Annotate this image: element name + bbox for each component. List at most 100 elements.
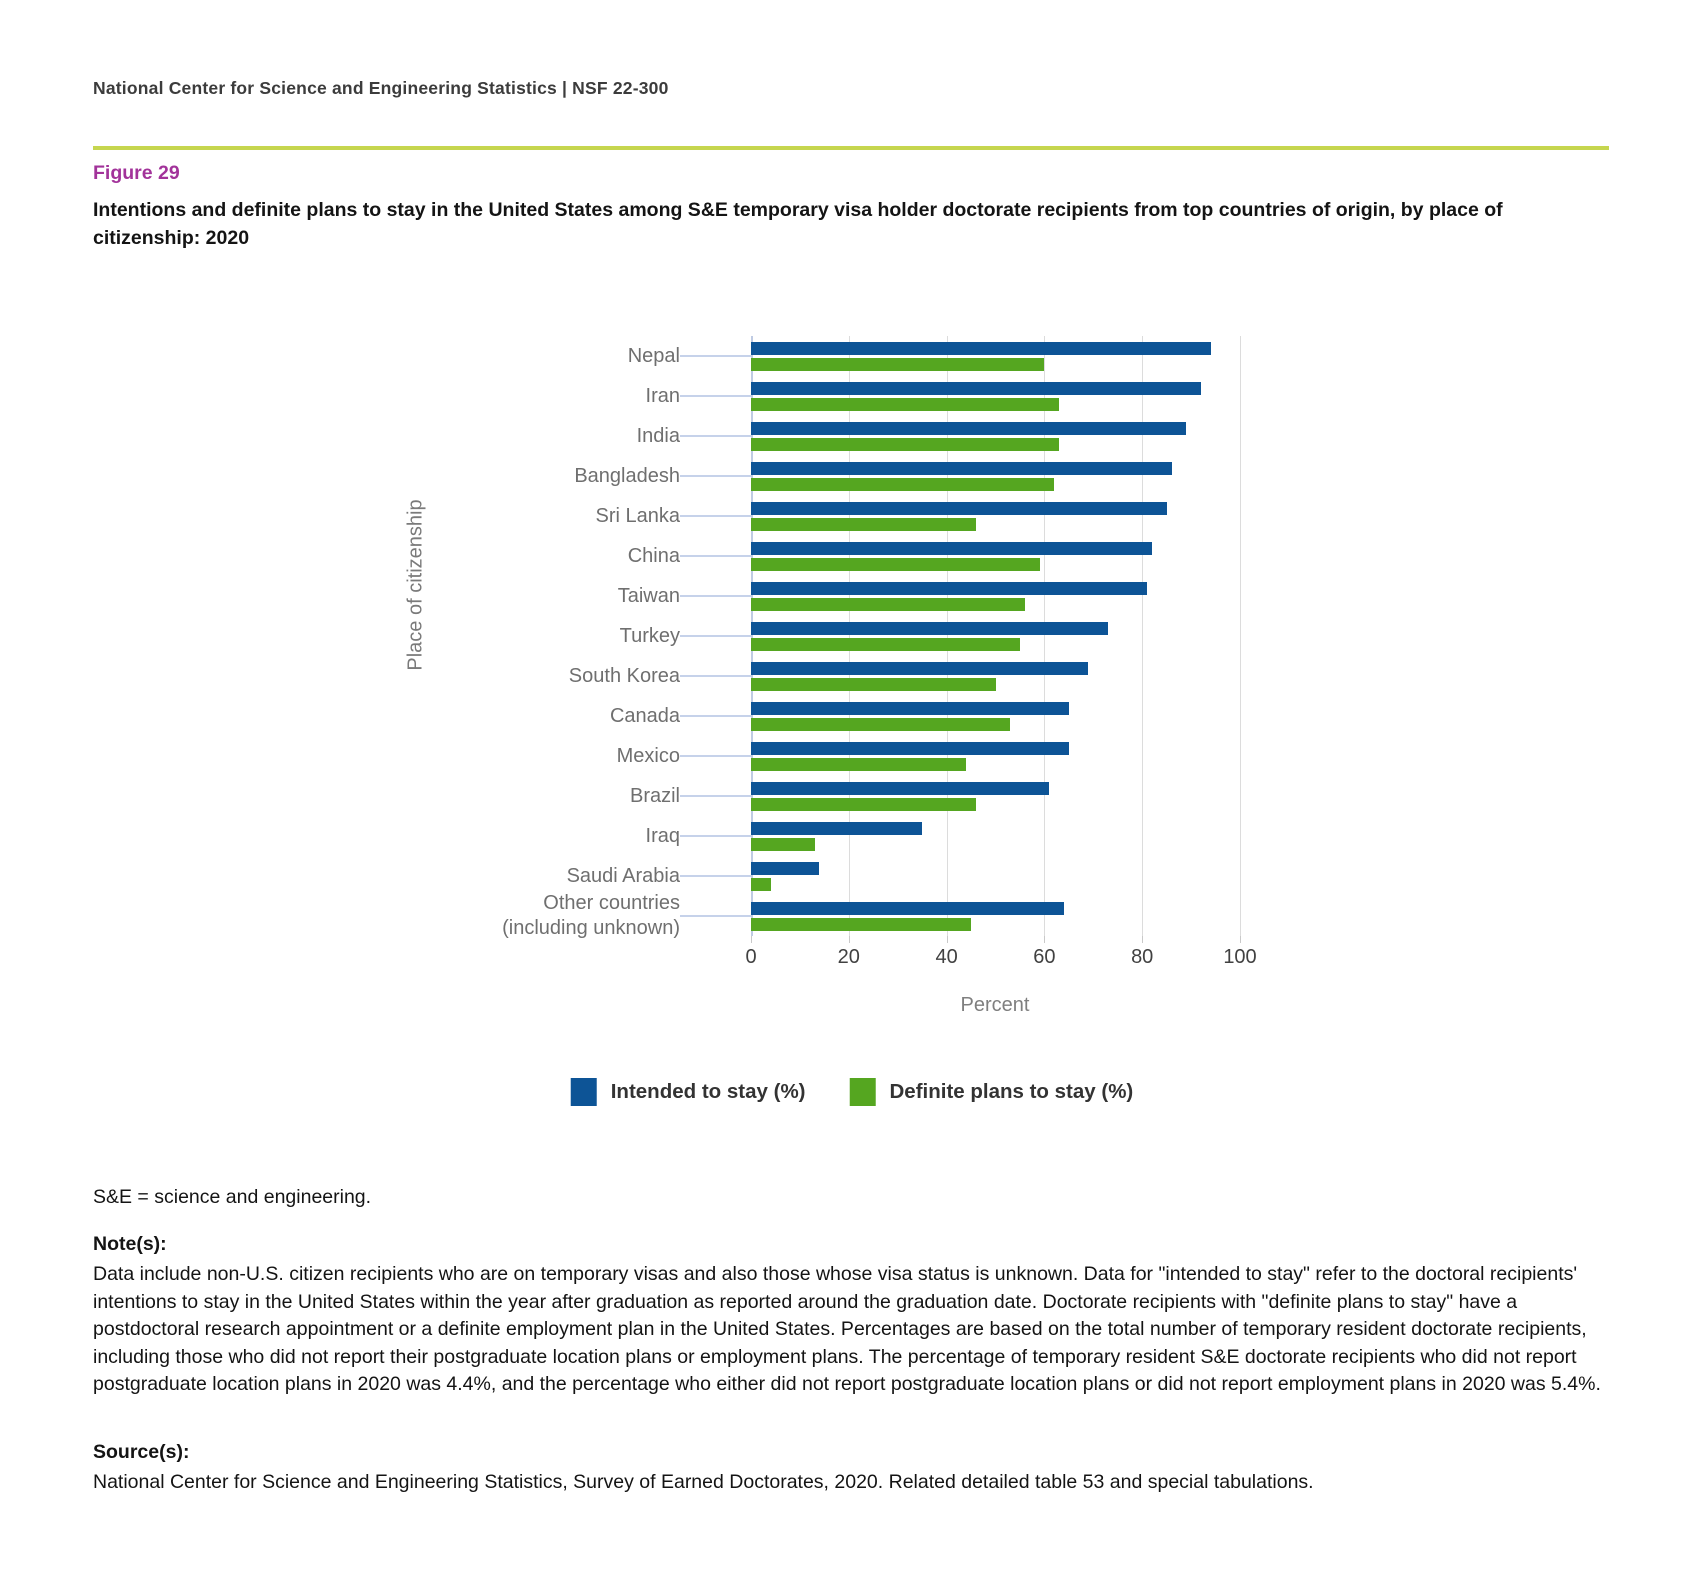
document-header: National Center for Science and Engineer… bbox=[93, 78, 669, 98]
category-tick-connector bbox=[680, 435, 751, 437]
bar-intended bbox=[751, 741, 1069, 755]
bar-group bbox=[751, 741, 1340, 771]
bar-definite bbox=[751, 677, 996, 691]
bar-definite bbox=[751, 877, 771, 891]
category-tick-connector bbox=[680, 475, 751, 477]
category-tick-connector bbox=[680, 355, 751, 357]
category-tick-connector bbox=[680, 715, 751, 717]
category-label: Brazil bbox=[629, 784, 680, 807]
bar-intended bbox=[751, 501, 1167, 515]
bar-intended bbox=[751, 661, 1089, 675]
bar-intended bbox=[751, 861, 820, 875]
sources-text: National Center for Science and Engineer… bbox=[93, 1471, 1314, 1493]
chart-row: Bangladesh bbox=[330, 456, 1340, 496]
category-label: Saudi Arabia bbox=[566, 864, 680, 887]
chart-row: China bbox=[330, 536, 1340, 576]
bar-group bbox=[751, 701, 1340, 731]
bar-group bbox=[751, 421, 1340, 451]
gridline bbox=[1044, 336, 1046, 936]
bar-definite bbox=[751, 637, 1020, 651]
gridline bbox=[1142, 336, 1144, 936]
bar-group bbox=[751, 781, 1340, 811]
bar-intended bbox=[751, 621, 1108, 635]
x-tick-label: 80 bbox=[1131, 946, 1154, 968]
bar-definite bbox=[751, 837, 815, 851]
category-tick-connector bbox=[680, 635, 751, 637]
bar-group bbox=[751, 621, 1340, 651]
category-tick-connector bbox=[680, 875, 751, 877]
bar-intended bbox=[751, 381, 1201, 395]
category-label: Iran bbox=[645, 384, 680, 407]
bar-intended bbox=[751, 581, 1148, 595]
category-label: Turkey bbox=[619, 624, 680, 647]
category-label: Nepal bbox=[627, 344, 680, 367]
chart-row: Mexico bbox=[330, 736, 1340, 776]
figure-title: Intentions and definite plans to stay in… bbox=[93, 199, 1503, 249]
gridline bbox=[946, 336, 948, 936]
category-label: China bbox=[627, 544, 680, 567]
bar-group bbox=[751, 381, 1340, 411]
bar-definite bbox=[751, 797, 976, 811]
legend-item-definite: Definite plans to stay (%) bbox=[849, 1078, 1134, 1106]
legend-swatch-definite bbox=[849, 1078, 876, 1106]
bar-definite bbox=[751, 397, 1060, 411]
chart-row: Turkey bbox=[330, 616, 1340, 656]
category-label: Other countries (including unknown) bbox=[502, 892, 680, 939]
y-axis-line bbox=[751, 336, 753, 936]
category-tick-connector bbox=[680, 795, 751, 797]
chart-row: Iraq bbox=[330, 816, 1340, 856]
plot-grid bbox=[751, 336, 1261, 943]
x-axis-tick bbox=[848, 936, 850, 943]
bar-intended bbox=[751, 781, 1050, 795]
bar-group bbox=[751, 341, 1340, 371]
bar-group bbox=[751, 501, 1340, 531]
bar-definite bbox=[751, 757, 967, 771]
category-label: India bbox=[636, 424, 680, 447]
legend-label-definite: Definite plans to stay (%) bbox=[889, 1080, 1134, 1103]
bar-intended bbox=[751, 341, 1211, 355]
category-label: Canada bbox=[609, 704, 680, 727]
category-tick-connector bbox=[680, 395, 751, 397]
bar-definite bbox=[751, 437, 1060, 451]
plot-rows: Nepal Iran India Bangladesh Sri Lanka China Ta… bbox=[330, 336, 1340, 939]
gridline bbox=[1240, 336, 1241, 936]
bar-intended bbox=[751, 461, 1172, 475]
category-label: Bangladesh bbox=[574, 464, 680, 487]
x-axis-title: Percent bbox=[960, 994, 1030, 1016]
chart-row: Iran bbox=[330, 376, 1340, 416]
bar-chart: Nepal Iran India Bangladesh Sri Lanka China Ta… bbox=[330, 336, 1340, 1036]
bar-group bbox=[751, 821, 1340, 851]
category-tick-connector bbox=[680, 915, 751, 917]
x-axis-tick bbox=[946, 936, 948, 943]
bar-intended bbox=[751, 901, 1064, 915]
bar-group bbox=[751, 861, 1340, 891]
category-label: Iraq bbox=[645, 824, 680, 847]
bar-definite bbox=[751, 557, 1040, 571]
bar-group bbox=[751, 661, 1340, 691]
bar-intended bbox=[751, 821, 923, 835]
bar-definite bbox=[751, 517, 976, 531]
x-axis-tick bbox=[1240, 936, 1241, 943]
bar-intended bbox=[751, 421, 1187, 435]
sources-heading: Source(s): bbox=[93, 1441, 190, 1463]
category-tick-connector bbox=[680, 515, 751, 517]
legend-swatch-intended bbox=[570, 1078, 597, 1106]
divider-rule bbox=[93, 146, 1609, 150]
notes-heading: Note(s): bbox=[93, 1233, 167, 1255]
category-tick-connector bbox=[680, 675, 751, 677]
x-tick-label: 20 bbox=[837, 946, 860, 968]
bar-definite bbox=[751, 717, 1011, 731]
chart-row: Saudi Arabia bbox=[330, 856, 1340, 896]
x-tick-label: 100 bbox=[1223, 946, 1257, 968]
bar-intended bbox=[751, 541, 1152, 555]
chart-row: Other countries (including unknown) bbox=[330, 892, 1340, 939]
x-tick-label: 0 bbox=[745, 946, 757, 968]
category-label: South Korea bbox=[568, 664, 680, 687]
chart-row: India bbox=[330, 416, 1340, 456]
x-tick-label: 60 bbox=[1033, 946, 1056, 968]
chart-row: Taiwan bbox=[330, 576, 1340, 616]
category-tick-connector bbox=[680, 755, 751, 757]
category-label: Sri Lanka bbox=[595, 504, 681, 527]
chart-row: Canada bbox=[330, 696, 1340, 736]
